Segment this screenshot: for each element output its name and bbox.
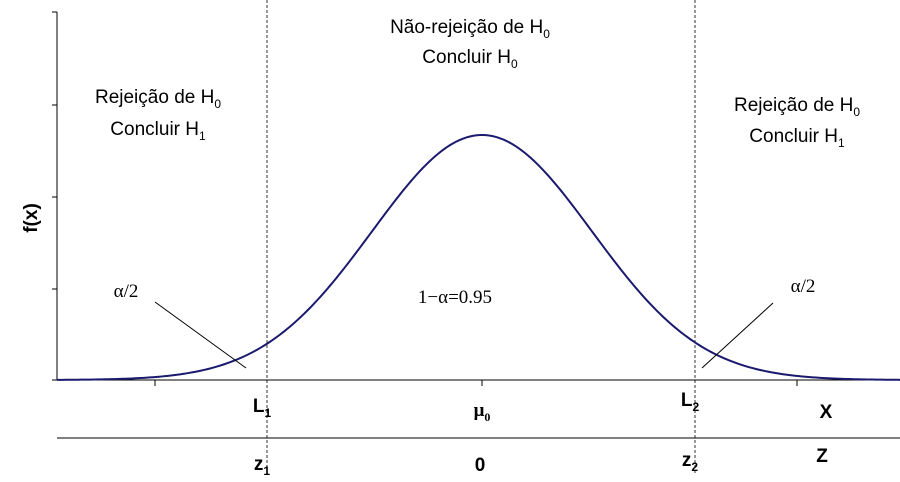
y-axis-label: f(x) [21,203,42,233]
z-label-right: z2 [682,450,699,474]
x-label-right: L2 [681,390,700,414]
left-label-1: Rejeição de H0 [95,87,221,111]
subscript: 0 [511,57,518,71]
subscript: 0 [214,97,221,111]
right-label-2: Concluir H1 [749,126,845,150]
density-curve [56,134,900,381]
x-axis-name: X [820,402,833,423]
x-ticks [154,380,798,386]
subscript: 1 [264,406,271,420]
subscript: 1 [263,464,270,478]
subscript: 1 [199,129,206,143]
center-area-label: 1−α=0.95 [418,287,492,308]
top-label-1: Não-rejeição de H0 [390,17,550,41]
text: Rejeição de H [95,87,214,108]
text: Concluir H [749,126,838,147]
z-label-center: 0 [475,455,486,476]
subscript: 0 [543,27,550,41]
x-label-center: μ0 [474,400,491,424]
text: Rejeição de H [734,95,853,116]
right-tail-label: α/2 [791,276,816,297]
left-label-2: Concluir H1 [110,119,206,143]
left-tail-label: α/2 [114,281,139,302]
x-label-left: L1 [253,396,272,420]
subscript: 0 [484,410,490,424]
top-label-2: Concluir H0 [422,47,518,71]
subscript: 2 [692,400,699,414]
text: Concluir H [110,119,199,140]
y-ticks [52,11,57,381]
subscript: 1 [838,136,845,150]
pointer-right [701,302,774,369]
z-label-left: z1 [254,454,271,478]
text: Concluir H [422,47,511,68]
text: Não-rejeição de H [390,17,543,38]
pointer-left [154,301,247,369]
text: z [682,450,692,471]
subscript: 2 [691,460,698,474]
text: L [253,396,265,417]
subscript: 0 [853,105,860,119]
z-axis-name: Z [816,446,828,467]
text: L [681,390,693,411]
text: z [254,454,264,475]
right-label-1: Rejeição de H0 [734,95,860,119]
text: μ [474,400,485,421]
